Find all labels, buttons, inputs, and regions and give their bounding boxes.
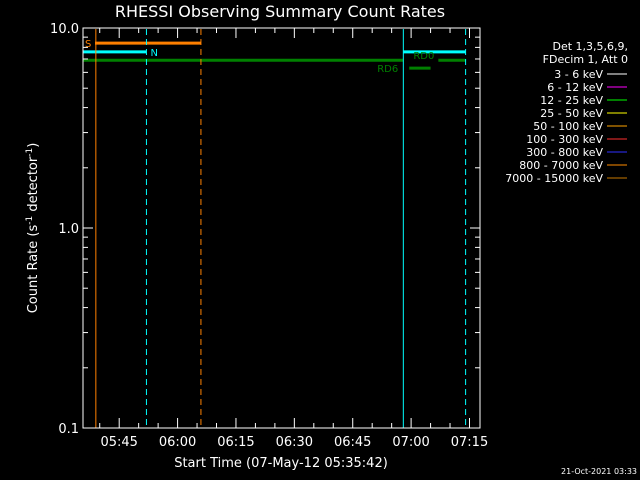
plot-frame [83,28,480,428]
y-tick-label: 10.0 [50,22,79,37]
y-tick-label: 0.1 [58,422,79,437]
legend-entry-label: 100 - 300 keV [526,133,603,146]
legend-entry-label: 6 - 12 keV [547,81,603,94]
legend-entry-label: 12 - 25 keV [540,94,603,107]
y-axis: 0.1 1.0 10.0 [50,22,480,437]
x-tick-label: 06:15 [217,435,254,450]
y-axis-label: Count Rate (s-1 detector-1) [25,143,41,314]
x-tick-label: 06:30 [276,435,313,450]
legend-entry-label: 3 - 6 keV [554,68,603,81]
legend-header: FDecim 1, Att 0 [543,53,628,66]
x-tick-label: 06:00 [159,435,196,450]
x-axis-label: Start Time (07-May-12 05:35:42) [174,456,388,471]
x-tick-label: 07:00 [392,435,429,450]
legend-entry-label: 300 - 800 keV [526,146,603,159]
flag-label: RD0 [413,51,434,62]
x-tick-label: 06:45 [334,435,371,450]
x-tick-label: 07:15 [451,435,488,450]
legend-entry-label: 7000 - 15000 keV [505,172,603,185]
vline-layer [96,29,466,428]
y-tick-label: 1.0 [58,222,79,237]
legend-entry-label: 800 - 7000 keV [519,159,603,172]
flag-label: S [85,39,91,50]
flag-label: RD6 [377,64,398,75]
flag-label: N [150,48,157,59]
legend: Det 1,3,5,6,9,FDecim 1, Att 0 3 - 6 keV6 … [505,40,628,185]
legend-entry-label: 50 - 100 keV [533,120,603,133]
x-tick-label: 05:45 [100,435,137,450]
x-axis: 05:45 06:00 06:15 06:30 06:45 07:00 07:15 [100,28,488,450]
flag-layer: S N RD0 RD6 [83,39,466,75]
legend-header: Det 1,3,5,6,9, [552,40,628,53]
timestamp: 21-Oct-2021 03:33 [561,467,637,476]
legend-entry-label: 25 - 50 keV [540,107,603,120]
chart-title: RHESSI Observing Summary Count Rates [115,2,445,21]
